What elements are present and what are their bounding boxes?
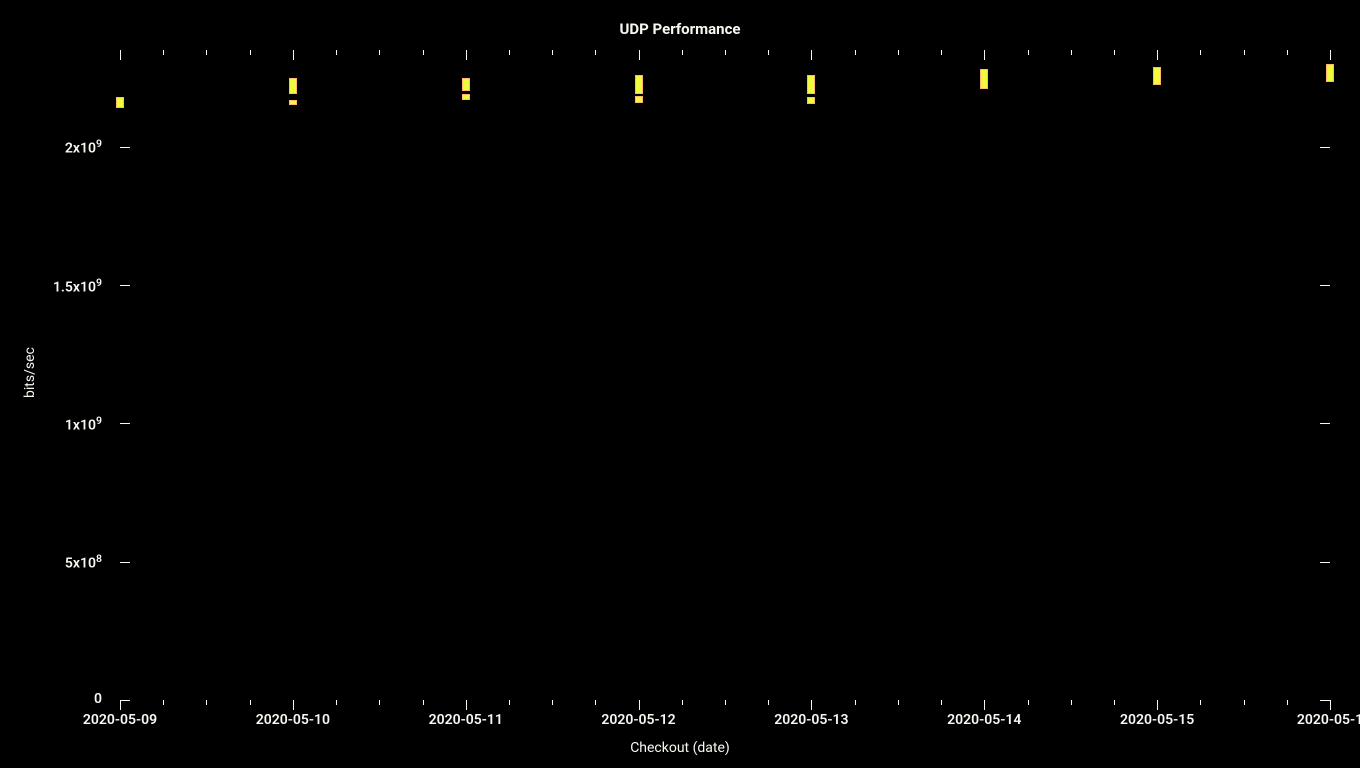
x-minor-tick <box>1244 50 1245 55</box>
candle <box>462 94 470 100</box>
x-tick <box>811 50 812 60</box>
x-minor-tick <box>1028 700 1029 705</box>
x-minor-tick <box>1071 700 1072 705</box>
candle <box>980 69 988 88</box>
x-tick <box>1330 50 1331 60</box>
x-tick <box>984 700 985 710</box>
candle <box>1326 64 1334 82</box>
candle <box>635 96 643 103</box>
x-minor-tick <box>1244 700 1245 705</box>
x-minor-tick <box>725 700 726 705</box>
chart-title: UDP Performance <box>0 20 1360 38</box>
x-tick <box>466 50 467 60</box>
x-minor-tick <box>250 50 251 55</box>
y-tick <box>120 285 130 286</box>
y-tick <box>1320 423 1330 424</box>
x-minor-tick <box>855 50 856 55</box>
x-minor-tick <box>206 700 207 705</box>
x-minor-tick <box>552 50 553 55</box>
y-tick <box>1320 700 1330 701</box>
x-minor-tick <box>423 50 424 55</box>
x-minor-tick <box>898 50 899 55</box>
x-tick <box>639 700 640 710</box>
x-minor-tick <box>379 50 380 55</box>
x-minor-tick <box>423 700 424 705</box>
x-minor-tick <box>336 50 337 55</box>
y-tick <box>120 562 130 563</box>
x-tick-label: 2020-05-11 <box>429 712 503 728</box>
x-minor-tick <box>1200 50 1201 55</box>
x-minor-tick <box>768 50 769 55</box>
x-minor-tick <box>1071 50 1072 55</box>
x-minor-tick <box>163 50 164 55</box>
y-tick <box>120 423 130 424</box>
x-tick-label: 2020-05-10 <box>256 712 330 728</box>
x-tick <box>1330 700 1331 710</box>
x-minor-tick <box>250 700 251 705</box>
x-axis-label: Checkout (date) <box>0 740 1360 756</box>
x-tick <box>466 700 467 710</box>
x-minor-tick <box>379 700 380 705</box>
x-minor-tick <box>336 700 337 705</box>
x-tick <box>120 700 121 710</box>
x-minor-tick <box>768 700 769 705</box>
y-tick-label: 5x108 <box>12 552 102 572</box>
x-minor-tick <box>1287 50 1288 55</box>
y-tick <box>120 700 130 701</box>
y-tick-label: 2x109 <box>12 137 102 157</box>
y-tick <box>1320 147 1330 148</box>
candle <box>807 75 815 94</box>
x-minor-tick <box>509 50 510 55</box>
x-tick-label: 2020-05-15 <box>1120 712 1194 728</box>
candle <box>289 100 297 106</box>
x-tick <box>811 700 812 710</box>
candle <box>635 75 643 94</box>
x-minor-tick <box>206 50 207 55</box>
x-minor-tick <box>595 50 596 55</box>
candle <box>462 78 470 92</box>
x-minor-tick <box>163 700 164 705</box>
x-tick <box>293 50 294 60</box>
x-minor-tick <box>898 700 899 705</box>
x-tick-label: 2020-05-1 <box>1297 712 1360 728</box>
x-minor-tick <box>1287 700 1288 705</box>
candle <box>289 78 297 95</box>
x-tick <box>639 50 640 60</box>
x-minor-tick <box>1028 50 1029 55</box>
x-minor-tick <box>725 50 726 55</box>
x-minor-tick <box>1114 700 1115 705</box>
x-tick <box>293 700 294 710</box>
candle <box>807 97 815 104</box>
y-axis-label: bits/sec <box>22 348 38 398</box>
y-tick <box>1320 285 1330 286</box>
x-tick <box>1157 50 1158 60</box>
x-minor-tick <box>941 700 942 705</box>
x-tick-label: 2020-05-12 <box>601 712 675 728</box>
y-tick <box>120 147 130 148</box>
x-tick-label: 2020-05-09 <box>83 712 157 728</box>
x-minor-tick <box>682 50 683 55</box>
x-minor-tick <box>595 700 596 705</box>
x-minor-tick <box>1200 700 1201 705</box>
x-tick <box>120 50 121 60</box>
x-minor-tick <box>941 50 942 55</box>
x-tick <box>1157 700 1158 710</box>
candle <box>116 97 124 108</box>
x-tick <box>984 50 985 60</box>
x-minor-tick <box>682 700 683 705</box>
candle <box>1153 67 1161 85</box>
x-tick-label: 2020-05-13 <box>774 712 848 728</box>
x-minor-tick <box>509 700 510 705</box>
x-minor-tick <box>552 700 553 705</box>
x-tick-label: 2020-05-14 <box>947 712 1021 728</box>
y-tick-label: 0 <box>12 691 102 707</box>
y-tick-label: 1.5x109 <box>12 276 102 296</box>
x-minor-tick <box>1114 50 1115 55</box>
x-minor-tick <box>855 700 856 705</box>
udp-performance-chart: UDP Performance bits/sec Checkout (date)… <box>0 0 1360 768</box>
y-tick-label: 1x109 <box>12 414 102 434</box>
y-tick <box>1320 562 1330 563</box>
